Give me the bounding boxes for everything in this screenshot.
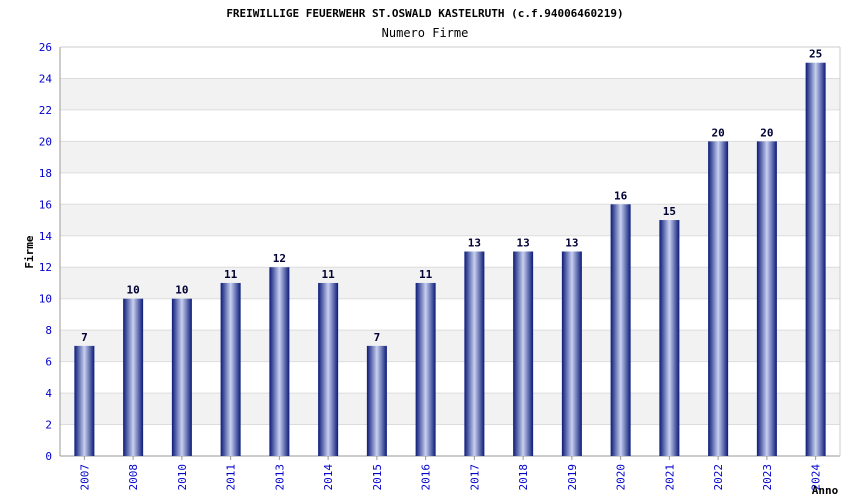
bar bbox=[659, 220, 680, 456]
y-tick-label: 8 bbox=[45, 324, 52, 337]
data-label: 11 bbox=[419, 268, 433, 281]
data-label: 11 bbox=[322, 268, 336, 281]
data-label: 10 bbox=[175, 284, 188, 297]
y-tick-label: 20 bbox=[39, 135, 52, 148]
bar bbox=[318, 282, 339, 456]
x-tick-label: 2019 bbox=[566, 464, 579, 491]
x-tick-label: 2007 bbox=[78, 464, 91, 491]
y-tick-label: 24 bbox=[39, 72, 53, 85]
bar bbox=[220, 282, 241, 456]
data-label: 16 bbox=[614, 189, 628, 202]
x-tick-label: 2024 bbox=[810, 464, 823, 491]
bar bbox=[366, 345, 387, 456]
bar bbox=[269, 267, 290, 456]
data-label: 12 bbox=[273, 252, 286, 265]
x-axis-label: Anno bbox=[812, 484, 839, 497]
bar bbox=[561, 251, 582, 456]
y-tick-label: 26 bbox=[39, 41, 52, 54]
bars bbox=[74, 62, 826, 456]
x-tick-label: 2021 bbox=[663, 464, 676, 491]
y-tick-label: 22 bbox=[39, 104, 52, 117]
x-tick-label: 2018 bbox=[517, 464, 530, 491]
data-label: 15 bbox=[663, 205, 676, 218]
y-tick-label: 10 bbox=[39, 293, 52, 306]
value-labels: 7 10 10 11 12 11 7 11 13 13 13 16 15 20 20 25 bbox=[81, 48, 822, 344]
data-label: 13 bbox=[517, 237, 530, 250]
x-tick-label: 2020 bbox=[615, 464, 628, 491]
y-tick-label: 6 bbox=[45, 356, 52, 369]
y-tick-label: 2 bbox=[45, 419, 52, 432]
data-label: 10 bbox=[127, 284, 140, 297]
y-tick-label: 16 bbox=[39, 198, 52, 211]
data-label: 13 bbox=[565, 237, 578, 250]
y-tick-label: 14 bbox=[39, 230, 53, 243]
bar bbox=[805, 62, 826, 456]
x-tick-label: 2017 bbox=[468, 464, 481, 491]
x-tick-label: 2015 bbox=[371, 464, 384, 491]
bar bbox=[415, 282, 436, 456]
x-tick-label: 2011 bbox=[225, 464, 238, 491]
bar bbox=[171, 298, 192, 456]
y-tick-label: 0 bbox=[45, 450, 52, 463]
x-tick-label: 2010 bbox=[176, 464, 189, 491]
data-label: 7 bbox=[374, 331, 381, 344]
x-tick-label: 2023 bbox=[761, 464, 774, 491]
data-label: 25 bbox=[809, 48, 822, 61]
bar bbox=[464, 251, 485, 456]
bar bbox=[708, 141, 729, 456]
y-tick-label: 4 bbox=[45, 387, 52, 400]
chart-subtitle: Numero Firme bbox=[382, 26, 469, 40]
data-label: 13 bbox=[468, 237, 481, 250]
x-tick-labels: 2007 2008 2010 2011 2013 2014 2015 2016 2017 2018… bbox=[78, 456, 823, 491]
bar bbox=[513, 251, 534, 456]
x-tick-label: 2014 bbox=[322, 464, 335, 491]
bar bbox=[610, 204, 631, 456]
data-label: 20 bbox=[760, 126, 773, 139]
x-tick-label: 2022 bbox=[712, 464, 725, 491]
y-tick-label: 18 bbox=[39, 167, 52, 180]
data-label: 20 bbox=[712, 126, 725, 139]
y-axis-label: Firme bbox=[23, 235, 36, 268]
bar bbox=[74, 345, 95, 456]
grid-band bbox=[60, 78, 840, 110]
bar bbox=[123, 298, 144, 456]
x-tick-label: 2016 bbox=[420, 464, 433, 491]
x-tick-label: 2008 bbox=[127, 464, 140, 491]
data-label: 7 bbox=[81, 331, 88, 344]
chart-title: FREIWILLIGE FEUERWEHR ST.OSWALD KASTELRU… bbox=[226, 7, 623, 20]
y-tick-label: 12 bbox=[39, 261, 52, 274]
x-tick-label: 2013 bbox=[273, 464, 286, 491]
data-label: 11 bbox=[224, 268, 238, 281]
bar bbox=[756, 141, 777, 456]
